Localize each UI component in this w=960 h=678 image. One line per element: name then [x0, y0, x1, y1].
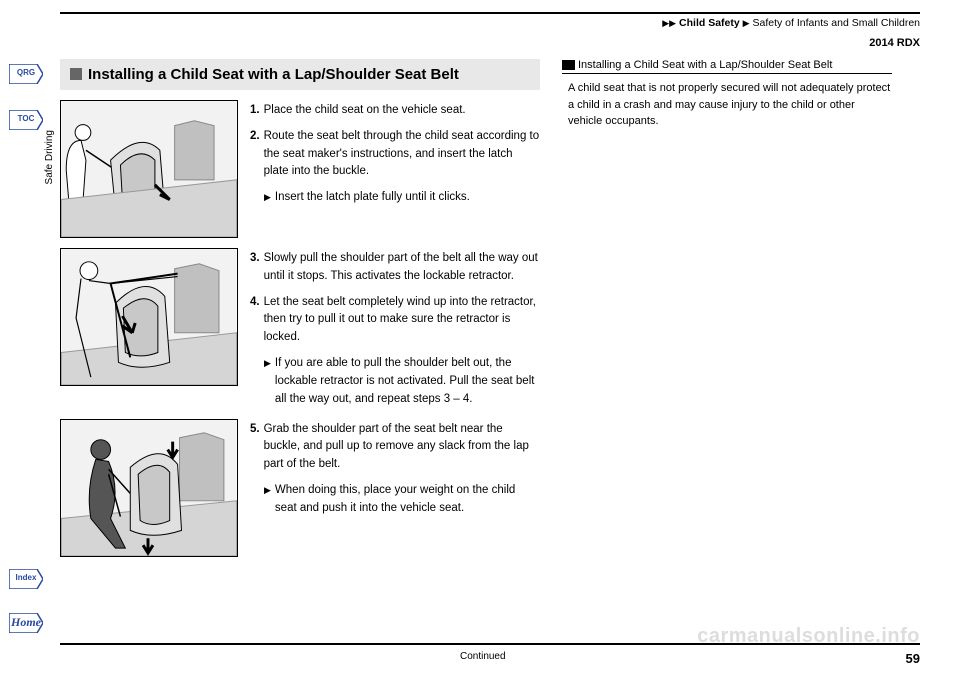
tip-body: A child seat that is not properly secure… [562, 80, 892, 130]
breadcrumb-1: Child Safety [679, 17, 740, 29]
step-5-num: 5. [250, 421, 260, 474]
tip-title-text: Installing a Child Seat with a Lap/Shoul… [578, 59, 832, 71]
step-2-text: Route the seat belt through the child se… [264, 128, 540, 181]
nav-qrg[interactable]: QRG [8, 60, 44, 98]
section-vertical-label: Safe Driving [44, 130, 55, 184]
figure-2 [60, 248, 238, 386]
nav-qrg-label: QRG [17, 68, 35, 77]
chevron-right-icon: ▶▶ [662, 18, 676, 28]
continued-label: Continued [60, 651, 906, 666]
step-2-num: 2. [250, 128, 260, 181]
nav-index[interactable]: Index [8, 565, 44, 603]
step-5-sub: When doing this, place your weight on th… [275, 482, 540, 518]
step-4-num: 4. [250, 294, 260, 347]
nav-home[interactable]: Home [8, 609, 44, 652]
triangle-right-icon: ▶ [264, 191, 271, 209]
breadcrumb: ▶▶ Child Safety ▶ Safety of Infants and … [60, 12, 920, 37]
triangle-right-icon: ▶ [264, 484, 271, 520]
nav-toc-label: TOC [18, 114, 35, 123]
step-1-text: Place the child seat on the vehicle seat… [264, 102, 466, 120]
page-number: 59 [906, 651, 920, 666]
square-icon [70, 68, 82, 80]
chevron-right-icon: ▶ [743, 18, 750, 28]
nav-index-label: Index [16, 573, 37, 582]
nav-toc[interactable]: TOC [8, 106, 44, 144]
step-3-text: Slowly pull the shoulder part of the bel… [264, 250, 540, 286]
step-4-sub: If you are able to pull the shoulder bel… [275, 355, 540, 408]
tip-title: Installing a Child Seat with a Lap/Shoul… [562, 59, 892, 74]
info-arrow-icon [562, 60, 575, 70]
step-4-text: Let the seat belt completely wind up int… [264, 294, 540, 347]
figure-1 [60, 100, 238, 238]
year-model: 2014 RDX [60, 37, 920, 49]
figure-3 [60, 419, 238, 557]
step-5-text: Grab the shoulder part of the seat belt … [264, 421, 540, 474]
breadcrumb-2: Safety of Infants and Small Children [752, 17, 920, 29]
section-title: Installing a Child Seat with a Lap/Shoul… [60, 59, 540, 90]
triangle-right-icon: ▶ [264, 357, 271, 410]
step-1-num: 1. [250, 102, 260, 120]
section-title-text: Installing a Child Seat with a Lap/Shoul… [88, 66, 459, 83]
step-2-sub: Insert the latch plate fully until it cl… [275, 189, 470, 207]
step-3-num: 3. [250, 250, 260, 286]
nav-home-label: Home [8, 615, 44, 630]
